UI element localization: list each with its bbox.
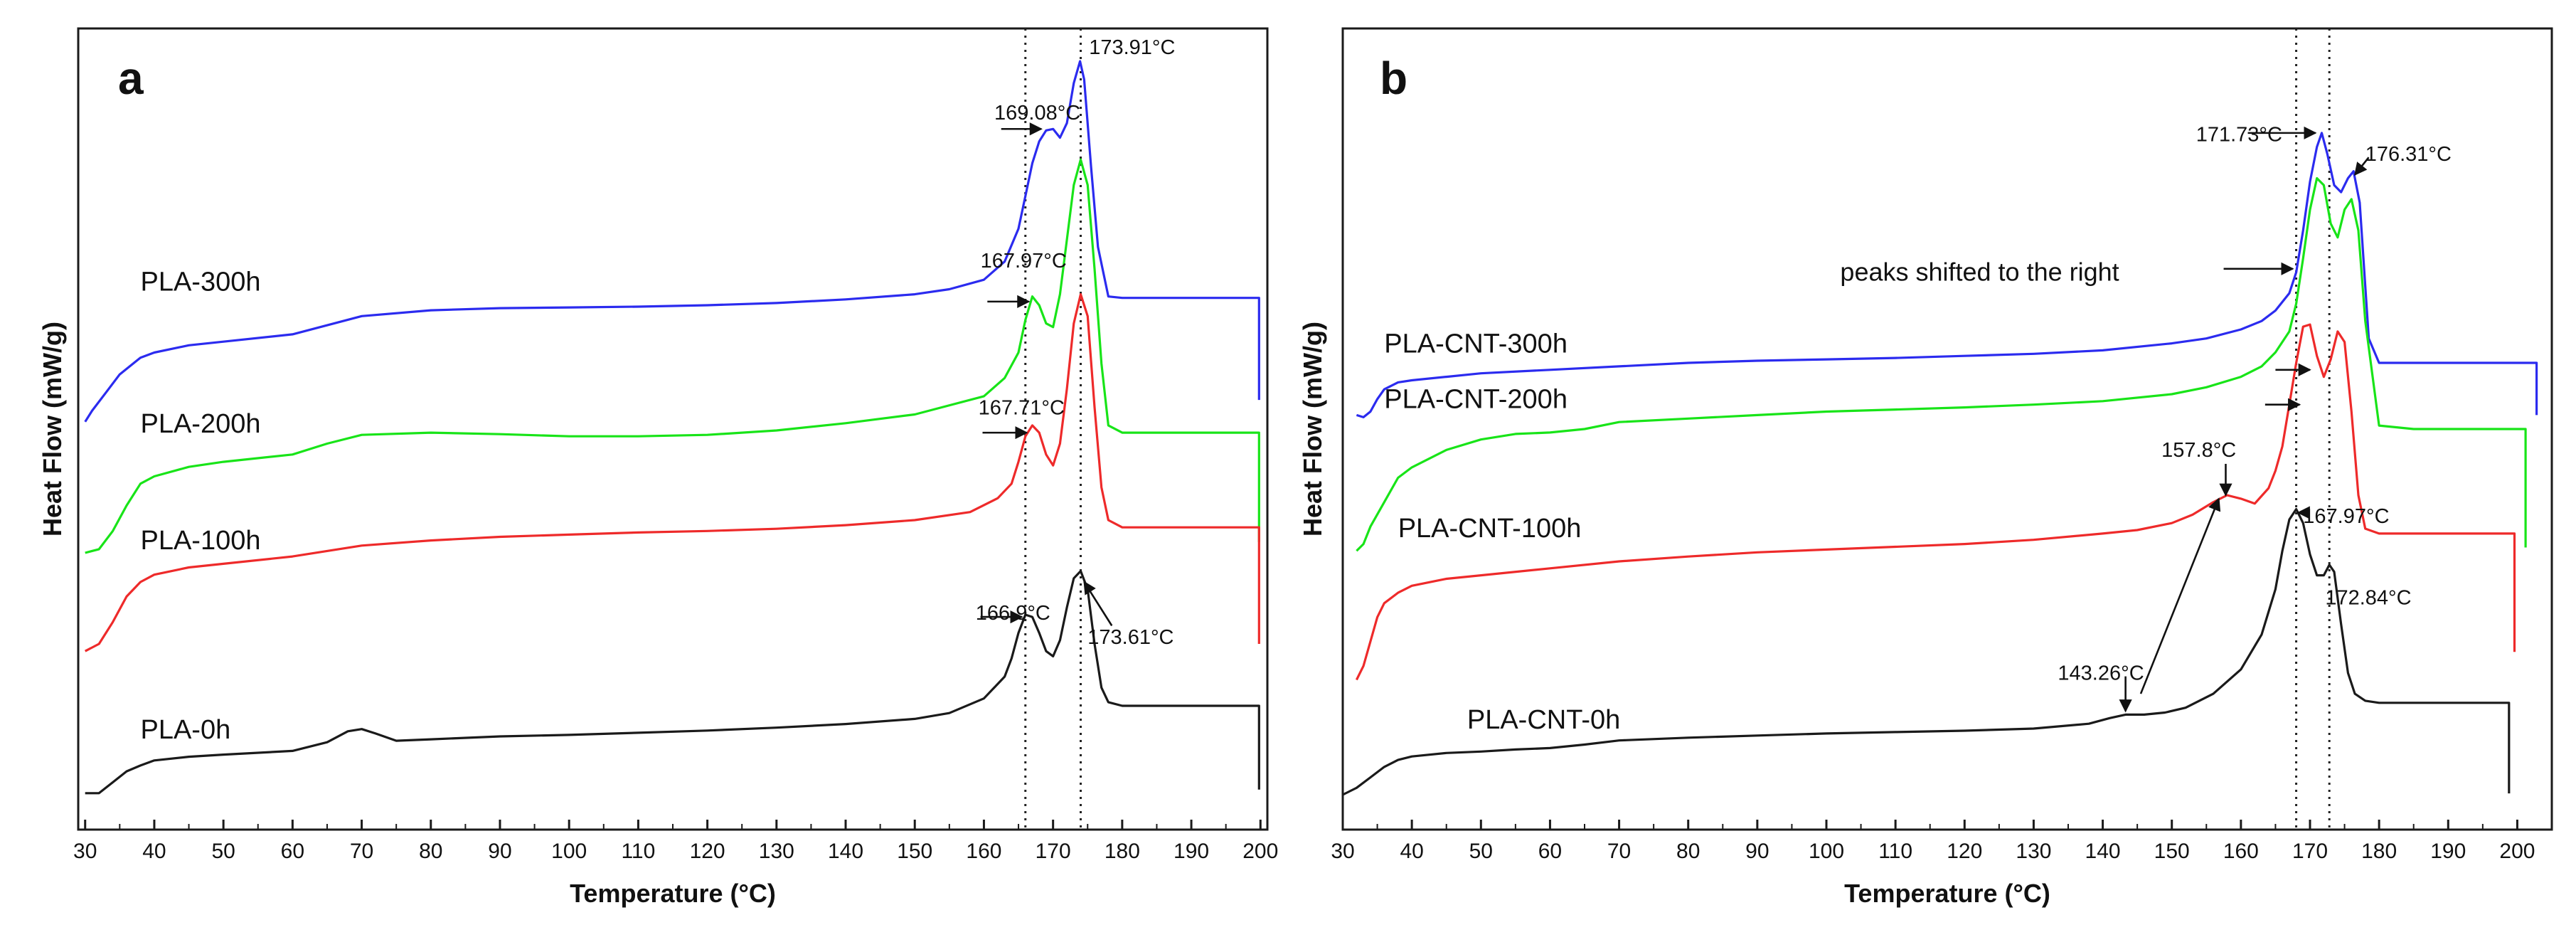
curve-pla-0h	[85, 570, 1260, 795]
x-tick-label-a-50: 50	[211, 840, 235, 863]
x-tick-label-b-90: 90	[1745, 840, 1769, 863]
curve-pla-cnt-200h	[1356, 176, 2527, 552]
annotations-a: 173.91°C 169.08°C 167.97°C 167.71°C 166.9°C 1…	[976, 36, 1176, 649]
annotation-b-6: 172.84°C	[2325, 587, 2411, 610]
x-tick-label-b-80: 80	[1676, 840, 1700, 863]
series-label-pla-cnt-0h: PLA-CNT-0h	[1467, 705, 1620, 735]
curve-pla-200h	[85, 158, 1260, 554]
series-label-pla-200h: PLA-200h	[140, 409, 260, 439]
x-tick-label-a-90: 90	[488, 840, 511, 863]
x-tick-label-b-110: 110	[1878, 840, 1912, 863]
x-tick-label-a-200: 200	[1242, 840, 1278, 863]
curve-pla-300h	[84, 60, 1260, 423]
reference-lines-a	[1024, 28, 1082, 830]
annotation-a-4: 166.9°C	[976, 602, 1050, 625]
x-tick-label-a-40: 40	[142, 840, 166, 863]
panel-letter-a: a	[118, 53, 144, 104]
curves-b	[1342, 132, 2538, 796]
annotation-b-5: 143.26°C	[2058, 662, 2144, 684]
x-tick-label-a-180: 180	[1105, 840, 1140, 863]
y-axis-label-a: Heat Flow (mW/g)	[38, 322, 67, 536]
plot-frame-b	[1341, 27, 2553, 831]
x-tick-label-b-200: 200	[2499, 840, 2535, 863]
y-axis-label-b: Heat Flow (mW/g)	[1298, 322, 1327, 536]
x-tick-label-a-80: 80	[419, 840, 442, 863]
series-label-pla-cnt-300h: PLA-CNT-300h	[1384, 329, 1568, 359]
panel-a: 173.91°C 169.08°C 167.97°C 167.71°C 166.9°C 1…	[38, 27, 1278, 908]
x-tick-label-a-120: 120	[690, 840, 725, 863]
annotation-b-4: 167.97°C	[2303, 505, 2389, 528]
curve-pla-100h	[84, 293, 1260, 652]
x-axis-label-b: Temperature (°C)	[1844, 879, 2050, 908]
x-tick-label-b-130: 130	[2016, 840, 2051, 863]
x-tick-label-b-120: 120	[1947, 840, 1982, 863]
x-tick-label-a-140: 140	[828, 840, 863, 863]
extra-arrow-b-2	[2139, 497, 2221, 694]
series-label-pla-100h: PLA-100h	[140, 526, 260, 556]
annotation-arrow-b-1	[2354, 157, 2370, 176]
annotation-a-5: 173.61°C	[1087, 626, 1173, 649]
curve-pla-cnt-100h	[1355, 323, 2516, 681]
x-tick-label-a-190: 190	[1173, 840, 1209, 863]
curve-pla-cnt-300h	[1356, 132, 2538, 418]
x-tick-label-a-130: 130	[759, 840, 794, 863]
x-tick-label-a-30: 30	[73, 840, 97, 863]
annotations-b: 171.73°C 176.31°C peaks shifted to the rig…	[1840, 124, 2452, 713]
x-tick-label-a-150: 150	[897, 840, 932, 863]
x-tick-label-a-70: 70	[350, 840, 373, 863]
x-tick-label-b-60: 60	[1538, 840, 1562, 863]
annotation-a-2: 167.97°C	[981, 250, 1067, 273]
x-tick-label-a-100: 100	[551, 840, 587, 863]
annotation-a-1: 169.08°C	[994, 102, 1080, 125]
series-labels-a: PLA-300h PLA-200h PLA-100h PLA-0h	[140, 268, 260, 746]
x-axis-label-a: Temperature (°C)	[570, 879, 776, 908]
x-tick-label-a-160: 160	[966, 840, 1001, 863]
x-tick-label-a-170: 170	[1036, 840, 1071, 863]
x-tick-label-b-40: 40	[1400, 840, 1423, 863]
x-tick-label-a-60: 60	[281, 840, 304, 863]
x-tick-label-b-50: 50	[1469, 840, 1493, 863]
series-labels-b: PLA-CNT-300h PLA-CNT-200h PLA-CNT-100h PLA-…	[1384, 329, 1620, 735]
series-label-pla-300h: PLA-300h	[140, 268, 260, 297]
x-tick-label-b-170: 170	[2292, 840, 2328, 863]
series-label-pla-0h: PLA-0h	[140, 715, 230, 745]
x-tick-label-b-190: 190	[2430, 840, 2466, 863]
x-tick-label-b-100: 100	[1809, 840, 1844, 863]
annotation-b-3: 157.8°C	[2161, 439, 2236, 462]
x-tick-label-b-150: 150	[2154, 840, 2190, 863]
x-tick-label-b-30: 30	[1331, 840, 1354, 863]
x-tick-label-b-70: 70	[1607, 840, 1631, 863]
annotation-a-0: 173.91°C	[1089, 36, 1175, 59]
x-tick-label-b-140: 140	[2085, 840, 2121, 863]
annotation-b-2: peaks shifted to the right	[1840, 257, 2119, 286]
x-tick-label-b-180: 180	[2361, 840, 2397, 863]
x-axis-a: 30 40 50 60 70 80 90 100 110 120 130 140 150 160 170 18…	[73, 820, 1278, 863]
annotation-b-1: 176.31°C	[2365, 143, 2452, 166]
x-axis-b: 30 40 50 60 70 80 90 100 110 120 130 140 150 160 170 18…	[1331, 820, 2535, 863]
annotation-b-0: 171.73°C	[2196, 124, 2282, 147]
panel-b: 171.73°C 176.31°C peaks shifted to the rig…	[1298, 27, 2553, 908]
reference-lines-b	[2295, 28, 2331, 830]
series-label-pla-cnt-200h: PLA-CNT-200h	[1384, 385, 1568, 415]
x-tick-label-a-110: 110	[621, 840, 655, 863]
series-label-pla-cnt-100h: PLA-CNT-100h	[1398, 514, 1582, 544]
annotation-arrow-a-5	[1083, 581, 1113, 627]
x-tick-label-b-160: 160	[2223, 840, 2259, 863]
annotation-a-3: 167.71°C	[979, 397, 1065, 420]
curves-a	[84, 60, 1260, 795]
curve-pla-cnt-0h	[1342, 508, 2511, 796]
panel-letter-b: b	[1380, 53, 1407, 104]
